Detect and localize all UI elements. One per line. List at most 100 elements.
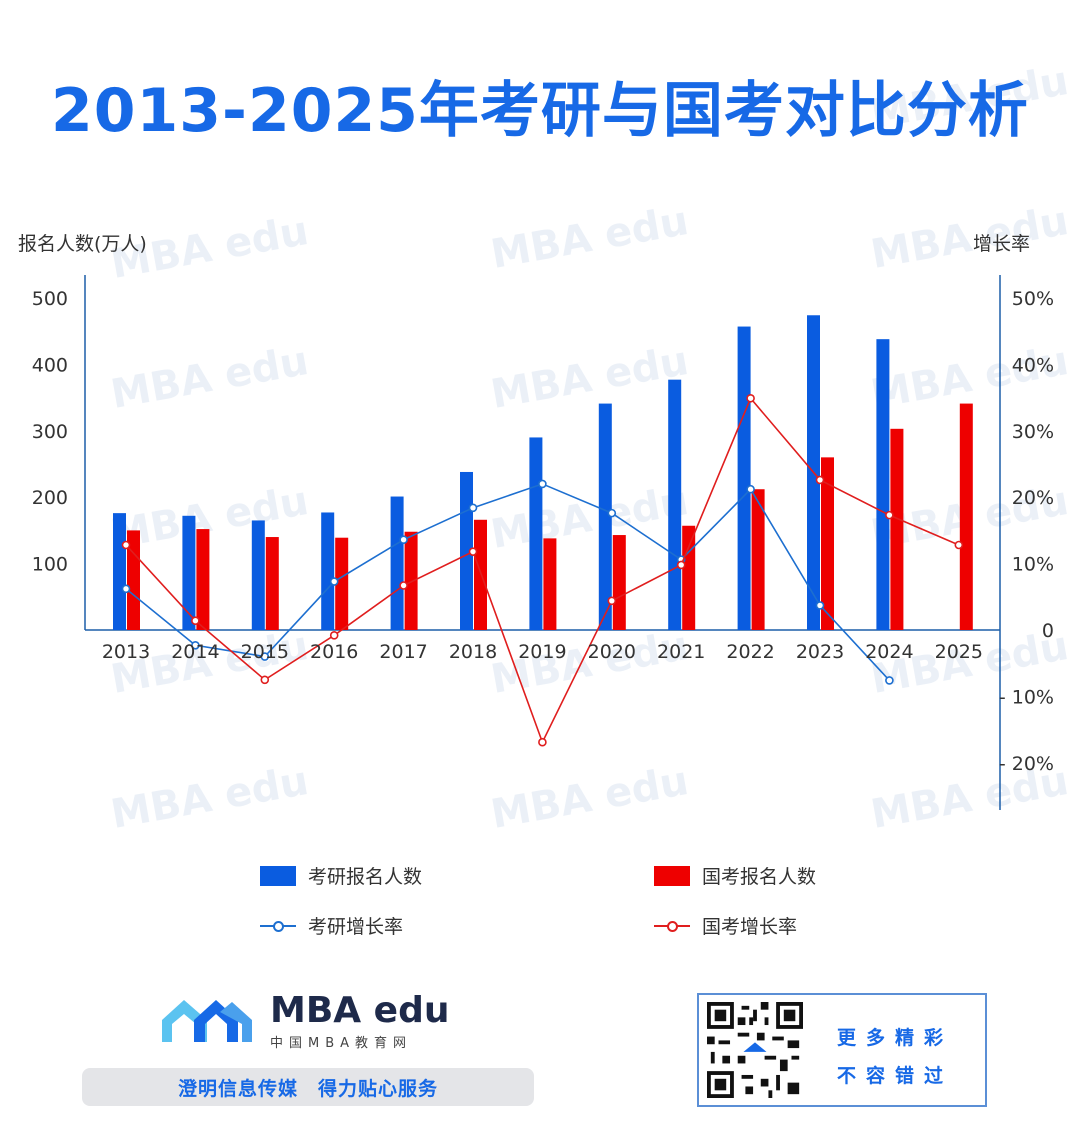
point-kaoyan-growth xyxy=(329,577,339,586)
bar-kaoyan xyxy=(876,339,890,630)
bars-group xyxy=(113,315,973,630)
point-kaoyan-growth xyxy=(885,676,894,685)
point-guokao-growth xyxy=(676,560,686,570)
bar-kaoyan xyxy=(321,512,335,630)
axes-group xyxy=(84,275,1001,810)
point-guokao-growth xyxy=(815,475,825,485)
bar-kaoyan xyxy=(737,326,751,630)
x-tick-label: 2017 xyxy=(379,641,427,663)
legend-label: 国考报名人数 xyxy=(702,866,817,888)
x-tick-label: 2022 xyxy=(726,641,774,663)
legend: 考研报名人数 国考报名人数 考研增长率 国考增长率 xyxy=(0,858,1080,948)
y-tick-right: 50% xyxy=(1012,288,1054,310)
bar-guokao xyxy=(682,525,696,630)
bar-kaoyan xyxy=(529,437,543,630)
point-kaoyan-growth xyxy=(538,479,547,489)
y-tick-left: 300 xyxy=(32,421,68,443)
bar-guokao xyxy=(612,535,626,630)
x-tick-label: 2020 xyxy=(588,641,636,663)
x-tick-label: 2021 xyxy=(657,641,705,663)
x-tick-label: 2018 xyxy=(449,641,497,663)
brand-subtitle: 中国MBA教育网 xyxy=(270,1036,413,1051)
point-kaoyan-growth xyxy=(815,601,825,610)
slogan-text: 得力贴心服务 xyxy=(318,1077,439,1100)
legend-label: 考研增长率 xyxy=(308,916,404,938)
point-kaoyan-growth xyxy=(399,535,408,544)
x-tick-label: 2014 xyxy=(171,641,219,663)
lines-group xyxy=(121,393,964,747)
legend-item-kaoyan-growth: 考研增长率 xyxy=(260,912,403,939)
y-tick-right: 40% xyxy=(1012,354,1054,376)
labels-group: 报名人数(万人) 增长率 100 200 300 400 500 50% 40% 30% 20% 10… xyxy=(18,233,1054,775)
x-tick-label: 2016 xyxy=(310,641,358,663)
legend-label: 国考增长率 xyxy=(702,916,798,938)
bar-kaoyan xyxy=(182,515,196,630)
point-guokao-growth xyxy=(191,616,200,626)
x-tick-label: 2025 xyxy=(935,641,983,663)
x-tick-label: 2023 xyxy=(796,641,844,663)
bar-guokao xyxy=(474,519,487,630)
legend-item-kaoyan-count: 考研报名人数 xyxy=(260,862,422,889)
x-tick-label: 2015 xyxy=(241,641,289,663)
bar-kaoyan xyxy=(113,513,126,630)
bar-guokao xyxy=(335,537,349,630)
x-tick-label: 2013 xyxy=(102,641,150,663)
point-guokao-growth xyxy=(260,675,270,685)
point-kaoyan-growth xyxy=(468,503,478,513)
point-guokao-growth xyxy=(885,510,894,520)
y-tick-right: 10% xyxy=(1012,554,1054,576)
point-guokao-growth xyxy=(954,540,964,550)
point-guokao-growth xyxy=(746,393,755,403)
brand-name: MBA edu xyxy=(270,990,450,1031)
y-tick-right: 30% xyxy=(1012,421,1054,443)
y-tick-right: 0 xyxy=(1042,620,1054,642)
bar-guokao xyxy=(959,403,973,630)
logo-icon xyxy=(162,1000,252,1042)
slogan-bar: 澄明信息传媒 得力贴心服务 xyxy=(82,1068,534,1106)
point-kaoyan-growth xyxy=(260,652,270,661)
legend-item-guokao-growth: 国考增长率 xyxy=(654,912,797,939)
bar-guokao xyxy=(821,457,834,630)
y-tick-right: - 20% xyxy=(999,753,1054,775)
bar-kaoyan xyxy=(668,379,682,630)
bar-guokao xyxy=(404,531,418,630)
bar-guokao xyxy=(543,538,557,630)
point-kaoyan-growth xyxy=(746,484,755,494)
slogan-text: 澄明信息传媒 xyxy=(177,1077,298,1100)
point-kaoyan-growth xyxy=(607,508,617,518)
y-tick-left: 200 xyxy=(32,487,68,509)
y-tick-right: 20% xyxy=(1012,487,1054,509)
point-kaoyan-growth xyxy=(121,584,131,594)
legend-swatch-blue xyxy=(260,865,296,886)
bar-kaoyan xyxy=(390,496,404,630)
y-tick-right: - 10% xyxy=(999,686,1054,708)
combo-chart: 报名人数(万人) 增长率 100 200 300 400 500 50% 40% 30% 20% 10… xyxy=(18,233,1054,810)
qr-caption-line2: 不容错过 xyxy=(837,1065,954,1087)
line-kaoyan-growth xyxy=(125,483,890,682)
y-tick-left: 400 xyxy=(32,354,68,376)
legend-item-guokao-count: 国考报名人数 xyxy=(654,862,816,889)
qr-caption-line1: 更多精彩 xyxy=(837,1027,954,1049)
point-guokao-growth xyxy=(399,581,408,590)
point-guokao-growth xyxy=(468,547,478,556)
bar-guokao xyxy=(196,529,210,630)
y-tick-left: 100 xyxy=(32,554,68,576)
legend-swatch-red xyxy=(654,865,690,886)
legend-label: 考研报名人数 xyxy=(308,866,423,888)
legend-line-marker-icon xyxy=(654,916,690,936)
qr-code-icon[interactable] xyxy=(707,1002,803,1098)
legend-line-marker-icon xyxy=(260,916,296,936)
point-guokao-growth xyxy=(538,737,547,747)
brand-logo: MBA edu 中国MBA教育网 xyxy=(160,990,460,1051)
y-axis-right-title: 增长率 xyxy=(973,233,1030,255)
y-tick-left: 500 xyxy=(32,288,68,310)
y-axis-left-title: 报名人数(万人) xyxy=(18,233,147,255)
point-kaoyan-growth xyxy=(191,640,200,650)
bar-kaoyan xyxy=(598,403,612,630)
x-tick-label: 2024 xyxy=(865,641,913,663)
bar-guokao xyxy=(890,428,904,630)
point-guokao-growth xyxy=(329,631,339,640)
x-tick-label: 2019 xyxy=(518,641,566,663)
bar-guokao xyxy=(127,530,140,630)
bar-guokao xyxy=(751,489,765,630)
